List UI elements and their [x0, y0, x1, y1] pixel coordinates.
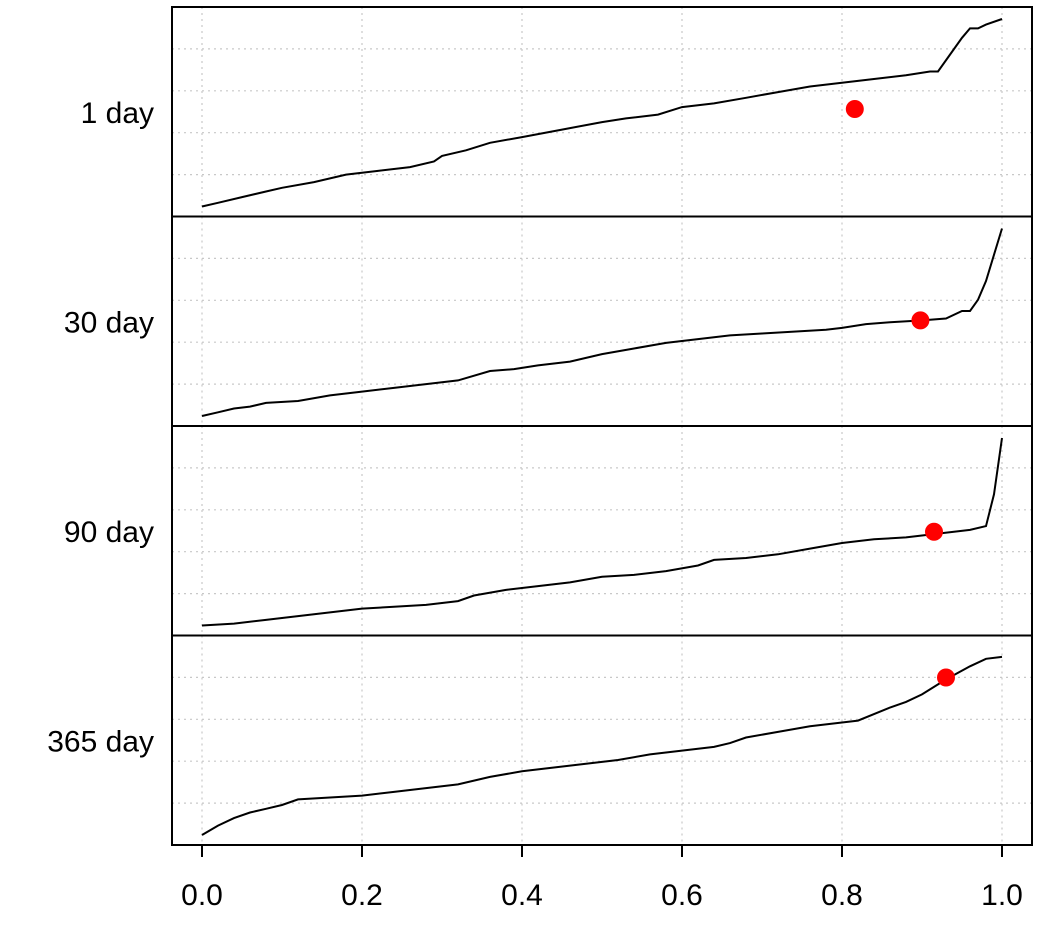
x-tick-label-3: 0.6: [661, 879, 703, 912]
panel-3: 365 day: [47, 634, 1033, 846]
series-line-3: [201, 655, 1003, 836]
series-line-0: [201, 18, 1003, 208]
x-axis: 0.0 0.2 0.4 0.6 0.8 1.0: [181, 845, 1023, 912]
highlight-point-2: [925, 522, 943, 541]
x-tick-label-5: 1.0: [981, 879, 1023, 912]
highlight-point-3: [937, 668, 955, 687]
panel-label-0: 1 day: [81, 97, 154, 130]
panel-0: 1 day: [81, 6, 1033, 218]
panel-2: 90 day: [64, 425, 1033, 637]
series-line-2: [201, 437, 1003, 627]
x-tick-label-2: 0.4: [501, 879, 543, 912]
panel-frame-2: [171, 425, 1033, 637]
x-tick-label-1: 0.2: [341, 879, 383, 912]
highlight-point-1: [911, 311, 930, 330]
panel-1: 30 day: [64, 215, 1033, 427]
x-tick-label-0: 0.0: [181, 879, 223, 912]
highlight-point-0: [845, 100, 864, 118]
x-tick-label-4: 0.8: [821, 879, 863, 912]
panel-label-2: 90 day: [64, 516, 154, 549]
panel-label-1: 30 day: [64, 306, 154, 339]
panel-label-3: 365 day: [47, 725, 154, 758]
panel-frame-3: [171, 634, 1033, 846]
series-line-1: [201, 228, 1003, 417]
